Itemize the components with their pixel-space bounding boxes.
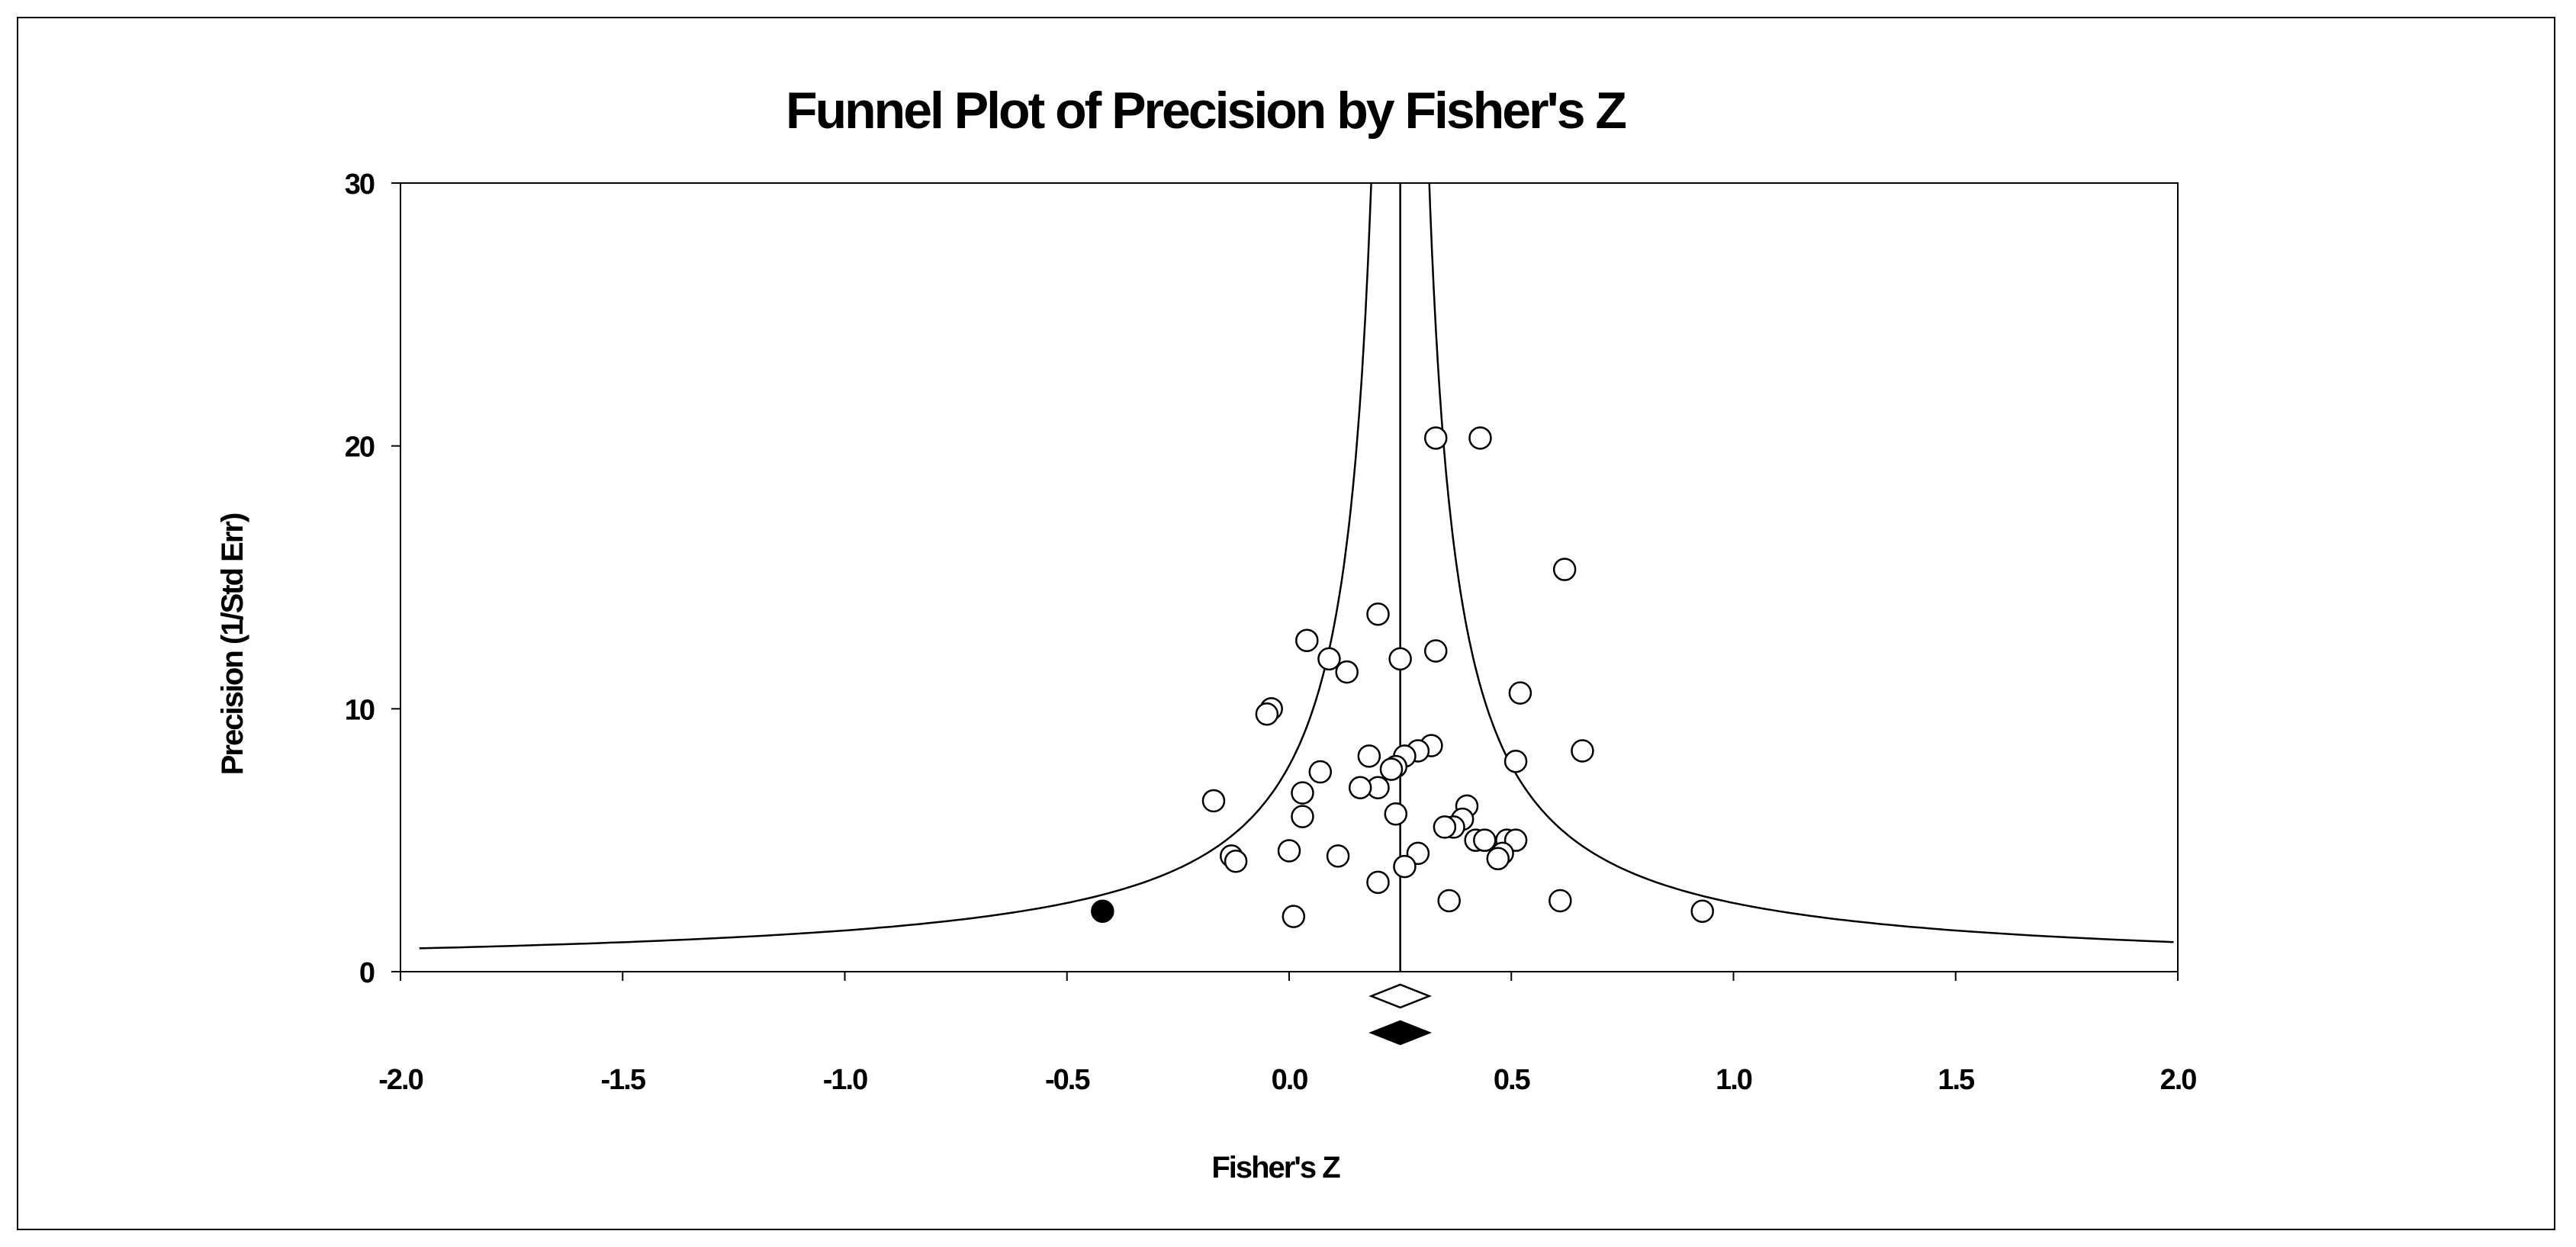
study-point: [1473, 828, 1497, 852]
study-point: [1468, 426, 1492, 450]
x-axis: -2.0 -1.5 -1.0 -0.5 0.0 0.5 1.0 1.5 2.0: [378, 972, 2198, 1096]
x-tick-label: 2.0: [2160, 1064, 2197, 1096]
y-tick-label: 0: [359, 957, 375, 989]
y-tick-label: 30: [345, 169, 375, 201]
study-point: [1201, 789, 1226, 813]
x-tick-label: 1.0: [1716, 1064, 1752, 1096]
study-point: [1437, 889, 1461, 913]
chart-frame: [17, 17, 2555, 1230]
study-point: [1366, 870, 1390, 895]
observed-summary-diamond: [1368, 983, 1433, 1009]
study-point: [1366, 603, 1390, 626]
y-axis-label: Precision (1/Std Err): [216, 513, 249, 775]
x-tick-label: 1.5: [1938, 1064, 1975, 1096]
study-point: [1357, 744, 1381, 768]
study-point: [1348, 776, 1372, 799]
imputed-study-point: [1091, 899, 1114, 923]
x-tick-label: 0.0: [1272, 1064, 1308, 1096]
study-point: [1317, 647, 1341, 671]
study-point: [1423, 426, 1448, 450]
study-point: [1295, 628, 1319, 652]
study-point: [1388, 647, 1412, 671]
study-point: [1379, 757, 1404, 781]
study-point: [1548, 889, 1572, 913]
chart-title: Funnel Plot of Precision by Fisher's Z: [786, 82, 1626, 140]
study-point: [1503, 750, 1528, 773]
study-point: [1571, 739, 1594, 763]
study-point: [1277, 839, 1301, 863]
study-point: [1384, 802, 1408, 826]
study-point: [1552, 558, 1577, 581]
study-point: [1690, 899, 1714, 923]
adjusted-summary-diamond: [1368, 1020, 1433, 1046]
study-point: [1326, 844, 1350, 868]
study-point: [1335, 660, 1359, 684]
y-axis: 0 10 20 30: [345, 169, 400, 989]
x-tick-label: -1.0: [823, 1064, 867, 1096]
y-tick-label: 10: [345, 694, 375, 726]
study-point: [1508, 681, 1532, 705]
y-tick-label: 20: [345, 432, 375, 464]
x-tick-label: -0.5: [1045, 1064, 1090, 1096]
x-tick-label: -1.5: [601, 1064, 646, 1096]
study-point: [1291, 805, 1314, 828]
summary-diamonds: [1368, 983, 1433, 1046]
study-point: [1423, 639, 1448, 663]
x-axis-label: Fisher's Z: [1211, 1151, 1340, 1184]
study-point: [1308, 760, 1333, 784]
funnel-left-curve: [419, 182, 1372, 950]
study-point: [1393, 854, 1417, 879]
funnel-lines: [419, 182, 2174, 972]
study-point: [1433, 815, 1457, 839]
study-point: [1282, 905, 1306, 928]
study-point: [1486, 847, 1510, 871]
study-point: [1291, 781, 1314, 805]
x-tick-label: 0.5: [1494, 1064, 1531, 1096]
study-point: [1224, 849, 1248, 873]
study-point: [1255, 702, 1279, 726]
funnel-right-curve: [1428, 182, 2174, 943]
data-points: [1091, 426, 1714, 928]
x-tick-label: -2.0: [378, 1064, 423, 1096]
